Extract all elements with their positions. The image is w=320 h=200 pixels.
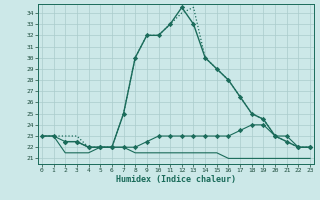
X-axis label: Humidex (Indice chaleur): Humidex (Indice chaleur) xyxy=(116,175,236,184)
